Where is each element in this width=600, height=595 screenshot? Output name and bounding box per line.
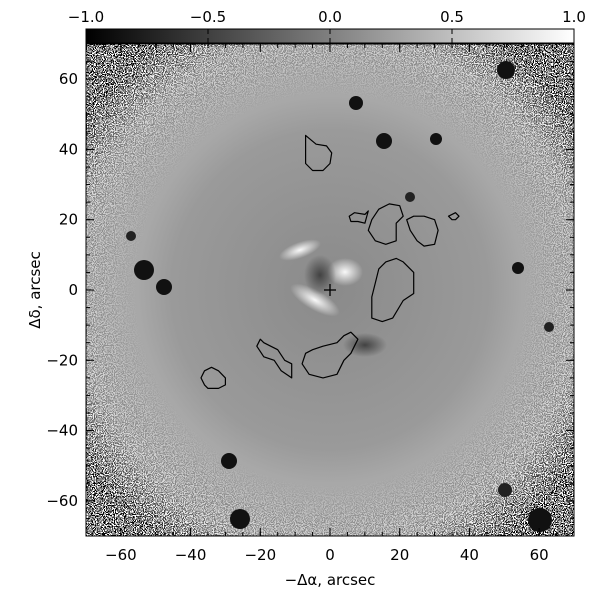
y-tick-label: 40 [59, 140, 78, 158]
x-axis-label: −Δα, arcsec [285, 571, 376, 589]
colorbar: −1.0 −0.5 0.0 0.5 1.0 [68, 8, 586, 44]
y-tick-label: −60 [46, 492, 78, 510]
contour [371, 257, 415, 323]
x-axis-ticks: −60 −40 −20 0 20 40 60 [85, 44, 575, 564]
contour [348, 210, 369, 224]
x-tick-label: 60 [530, 546, 549, 564]
contour [305, 134, 333, 172]
contour [200, 366, 226, 389]
y-tick-label: −20 [46, 351, 78, 369]
x-tick-label: −40 [175, 546, 207, 564]
y-tick-label: 20 [59, 211, 78, 229]
y-tick-label: −40 [46, 422, 78, 440]
colorbar-tick-label: −1.0 [68, 8, 104, 26]
contour [256, 338, 293, 379]
y-axis-ticks: −60 −40 −20 0 20 40 60 [46, 43, 574, 537]
contour [301, 331, 359, 379]
y-tick-label: 0 [68, 281, 78, 299]
contour [367, 203, 404, 245]
center-marker [324, 284, 336, 296]
y-axis-label: Δδ, arcsec [26, 251, 44, 329]
colorbar-tick-label: 0.0 [318, 8, 342, 26]
contour [447, 212, 460, 221]
colorbar-tick-label: 1.0 [562, 8, 586, 26]
colorbar-ticks: −1.0 −0.5 0.0 0.5 1.0 [68, 8, 586, 43]
x-tick-label: −20 [244, 546, 276, 564]
x-tick-label: 20 [390, 546, 409, 564]
x-tick-label: −60 [105, 546, 137, 564]
contours [200, 134, 460, 389]
colorbar-tick-label: −0.5 [190, 8, 226, 26]
y-tick-label: 60 [59, 70, 78, 88]
colorbar-tick-label: 0.5 [440, 8, 464, 26]
x-tick-label: 40 [460, 546, 479, 564]
contour [406, 215, 439, 247]
x-tick-label: 0 [325, 546, 335, 564]
